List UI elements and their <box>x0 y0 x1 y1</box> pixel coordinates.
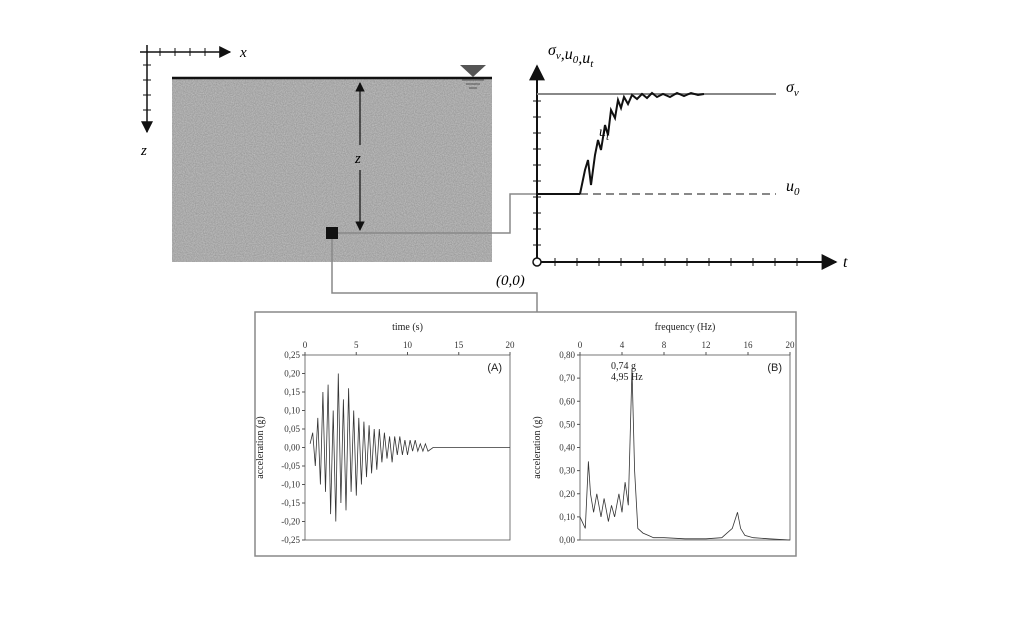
symbol: σ <box>786 79 795 96</box>
y-tick-label: 0,40 <box>559 443 575 453</box>
x-tick-label: 8 <box>662 340 667 350</box>
annotation: 4,95 Hz <box>611 372 643 383</box>
x-tick-label: 20 <box>786 340 796 350</box>
u0-label: u0 <box>786 178 800 198</box>
y-label: σv,u0,ut <box>548 42 594 70</box>
y-tick-label: 0,10 <box>559 512 575 522</box>
z-label: z <box>140 143 147 159</box>
panel-label: (A) <box>487 362 502 374</box>
axis-ticks <box>143 48 206 111</box>
origin-label: (0,0) <box>496 273 525 289</box>
separator: , <box>578 50 582 67</box>
subscript: t <box>606 131 610 143</box>
y-tick-label: 0,60 <box>559 396 575 406</box>
x-tick-label: 10 <box>403 340 413 350</box>
subscript: 0 <box>573 54 579 66</box>
x-tick-label: 15 <box>454 340 464 350</box>
y-tick-label: 0,00 <box>559 535 575 545</box>
x-tick-label: 0 <box>303 340 308 350</box>
y-tick-label: 0,70 <box>559 373 575 383</box>
y-tick-label: 0,50 <box>559 419 575 429</box>
plot-ticks <box>533 100 798 266</box>
y-tick-label: -0,20 <box>281 517 300 527</box>
subscript: t <box>590 58 594 70</box>
x-tick-label: 20 <box>506 340 516 350</box>
x-tick-label: 16 <box>744 340 754 350</box>
x-tick-label: 0 <box>578 340 583 350</box>
pressure-plot: σv,u0,ut σv u0 ut t (0,0) <box>496 42 848 289</box>
symbol: u <box>599 125 606 140</box>
y-tick-label: 0,10 <box>284 406 300 416</box>
x-axis-title: frequency (Hz) <box>655 322 716 333</box>
y-tick-label: -0,10 <box>281 480 300 490</box>
y-tick-label: 0,30 <box>559 466 575 476</box>
y-tick-label: 0,80 <box>559 350 575 360</box>
y-axis-title: acceleration (g) <box>255 416 266 478</box>
y-tick-label: -0,05 <box>281 461 300 471</box>
y-tick-label: 0,25 <box>284 350 300 360</box>
t-label: t <box>843 254 848 271</box>
signal <box>579 368 791 541</box>
symbol: u <box>582 50 590 67</box>
water-table <box>460 65 486 77</box>
y-tick-label: -0,25 <box>281 535 300 545</box>
symbol: u <box>786 178 794 195</box>
y-tick-label: 0,20 <box>284 369 300 379</box>
x-tick-label: 4 <box>620 340 625 350</box>
y-tick-label: 0,20 <box>559 489 575 499</box>
y-tick-label: 0,00 <box>284 443 300 453</box>
panel-label: (B) <box>767 362 782 374</box>
soil-element <box>326 227 338 239</box>
y-tick-label: 0,05 <box>284 424 300 434</box>
origin <box>532 257 542 267</box>
y-axis-title: acceleration (g) <box>532 416 543 478</box>
x-tick-label: 5 <box>354 340 359 350</box>
annotation: 0,74 g <box>611 361 636 372</box>
signal <box>309 373 510 522</box>
symbol: σ <box>548 42 557 59</box>
connector <box>338 193 537 234</box>
charts: 0 5 10 15 20 0,25 0,20 0,15 0,10 0,05 0,00 -0,05 -0,… <box>255 322 795 545</box>
x-axis-title: time (s) <box>392 322 423 333</box>
sigma-label: σv <box>786 79 799 99</box>
x-label: x <box>239 45 247 61</box>
depth-label: z <box>354 151 361 167</box>
subscript: v <box>794 87 799 99</box>
water-lines <box>462 79 484 89</box>
subscript: v <box>556 50 561 62</box>
symbol: u <box>565 46 573 63</box>
subscript: 0 <box>794 186 800 198</box>
x-tick-label: 12 <box>702 340 711 350</box>
separator: , <box>561 46 565 63</box>
connector <box>331 239 538 312</box>
y-tick-label: 0,15 <box>284 387 300 397</box>
ut-label: ut <box>599 125 610 143</box>
y-tick-label: -0,15 <box>281 498 300 508</box>
ut-curve <box>579 91 705 195</box>
